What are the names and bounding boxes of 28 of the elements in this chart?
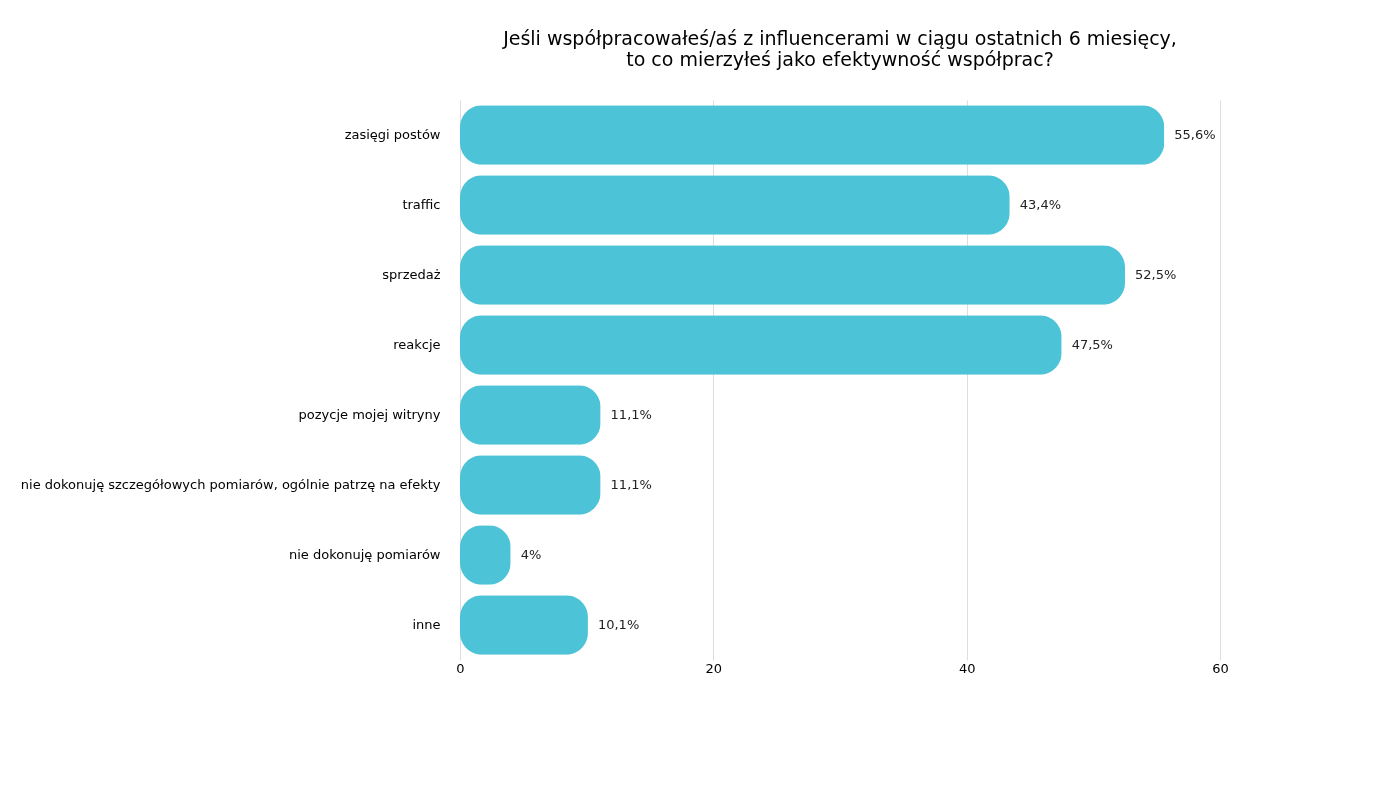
data-label: 43,4% <box>1019 197 1062 212</box>
bar <box>460 175 1010 235</box>
x-tick-label: 60 <box>1212 660 1229 676</box>
y-tick-label: zasięgi postów <box>344 127 441 142</box>
data-label: 4% <box>520 547 542 562</box>
y-tick-label: reakcje <box>393 337 441 352</box>
data-label: 47,5% <box>1071 337 1113 352</box>
bar <box>460 105 1165 165</box>
data-label: 11,1% <box>610 477 652 492</box>
data-label: 11,1% <box>610 407 652 422</box>
y-tick-label: pozycje mojej witryny <box>298 407 441 422</box>
bar <box>460 315 1062 375</box>
bar <box>460 455 601 515</box>
x-tick-label: 0 <box>456 660 465 676</box>
bar <box>460 385 601 445</box>
y-tick-label: nie dokonuję szczegółowych pomiarów, ogólnie patrzę na efekty <box>20 477 441 492</box>
bar <box>460 595 588 655</box>
y-tick-label: sprzedaż <box>382 267 441 282</box>
x-tick-label: 40 <box>958 660 976 676</box>
data-label: 55,6% <box>1174 127 1216 142</box>
chart-title: Jeśli współpracowałeś/aś z influencerami w ciągu ostatnich 6 miesięcy, to co mierzyłeś jako efektywność współprac? <box>502 27 1177 70</box>
x-tick-label: 20 <box>705 660 723 676</box>
y-tick-label: traffic <box>402 197 441 212</box>
bar <box>460 245 1125 305</box>
y-tick-label: inne <box>412 617 441 632</box>
data-label: 10,1% <box>597 617 640 632</box>
data-label: 52,5% <box>1135 267 1177 282</box>
y-tick-label: nie dokonuję pomiarów <box>288 547 441 562</box>
